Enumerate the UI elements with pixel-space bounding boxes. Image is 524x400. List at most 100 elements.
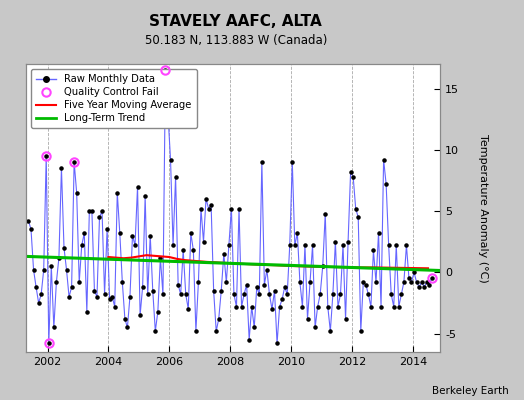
Point (105, 296, 114, 302)
Point (349, 174, 357, 180)
Point (83, 308, 91, 315)
Point (354, 214, 363, 220)
Point (214, 316, 223, 322)
Y-axis label: Temperature Anomaly (°C): Temperature Anomaly (°C) (478, 134, 488, 282)
Point (387, 291, 396, 298)
Point (123, 324, 132, 331)
Point (52, 279, 61, 285)
Point (131, 242, 139, 248)
Point (108, 294, 116, 300)
Point (202, 196, 210, 202)
Point (159, 291, 167, 298)
Point (146, 232, 155, 239)
Point (204, 206, 213, 212)
Point (397, 291, 406, 298)
Point (288, 159, 297, 165)
Point (42, 153, 50, 159)
Point (133, 183, 141, 190)
Point (402, 242, 411, 248)
Point (389, 304, 398, 310)
Point (179, 247, 188, 254)
Point (377, 304, 385, 310)
Point (240, 291, 248, 298)
Point (334, 304, 342, 310)
Point (260, 281, 269, 288)
Point (306, 279, 314, 285)
Point (29, 267, 38, 273)
Point (422, 279, 431, 285)
Point (308, 242, 316, 248)
Point (346, 169, 355, 175)
Point (118, 279, 126, 285)
Point (362, 281, 370, 288)
Point (400, 279, 408, 285)
Point (192, 328, 200, 334)
Point (80, 230, 89, 236)
Point (331, 238, 340, 245)
Point (359, 279, 367, 285)
Point (255, 291, 264, 298)
Point (415, 284, 423, 290)
Point (177, 291, 185, 298)
Point (374, 230, 383, 236)
Point (90, 288, 99, 294)
Point (329, 291, 337, 298)
Point (247, 304, 256, 310)
Point (166, 156, 174, 163)
Point (321, 210, 330, 217)
Point (425, 281, 433, 288)
Point (379, 156, 388, 163)
Point (72, 190, 81, 196)
Point (407, 279, 416, 285)
Point (57, 165, 66, 171)
Text: 50.183 N, 113.883 W (Canada): 50.183 N, 113.883 W (Canada) (145, 34, 327, 47)
Point (197, 206, 205, 212)
Point (128, 232, 137, 239)
Point (101, 291, 109, 298)
Point (189, 247, 198, 254)
Point (95, 214, 104, 220)
Point (207, 202, 215, 208)
Point (181, 291, 190, 298)
Point (32, 284, 40, 290)
Point (283, 291, 291, 298)
Point (385, 242, 393, 248)
Point (428, 275, 436, 282)
Point (412, 279, 421, 285)
Point (37, 291, 46, 298)
Point (278, 296, 286, 302)
Point (121, 316, 129, 322)
Point (93, 294, 101, 300)
Point (418, 279, 426, 285)
Point (103, 226, 111, 233)
Point (253, 284, 261, 290)
Point (70, 159, 78, 165)
Point (24, 218, 32, 224)
Point (88, 208, 96, 214)
Point (372, 279, 380, 285)
Point (270, 288, 279, 294)
Point (392, 242, 400, 248)
Point (341, 316, 350, 322)
Point (169, 242, 177, 248)
Point (324, 304, 332, 310)
Point (364, 291, 373, 298)
Point (54, 254, 63, 261)
Point (60, 245, 68, 251)
Point (50, 324, 58, 331)
Point (319, 263, 327, 270)
Point (225, 242, 233, 248)
Point (126, 294, 134, 300)
Point (230, 291, 238, 298)
Point (78, 242, 86, 248)
Point (184, 306, 192, 312)
Point (212, 328, 221, 334)
Point (227, 206, 236, 212)
Point (273, 340, 281, 347)
Point (194, 279, 203, 285)
Point (301, 242, 309, 248)
Point (47, 263, 56, 270)
Point (250, 324, 258, 331)
Point (296, 279, 304, 285)
Point (174, 281, 182, 288)
